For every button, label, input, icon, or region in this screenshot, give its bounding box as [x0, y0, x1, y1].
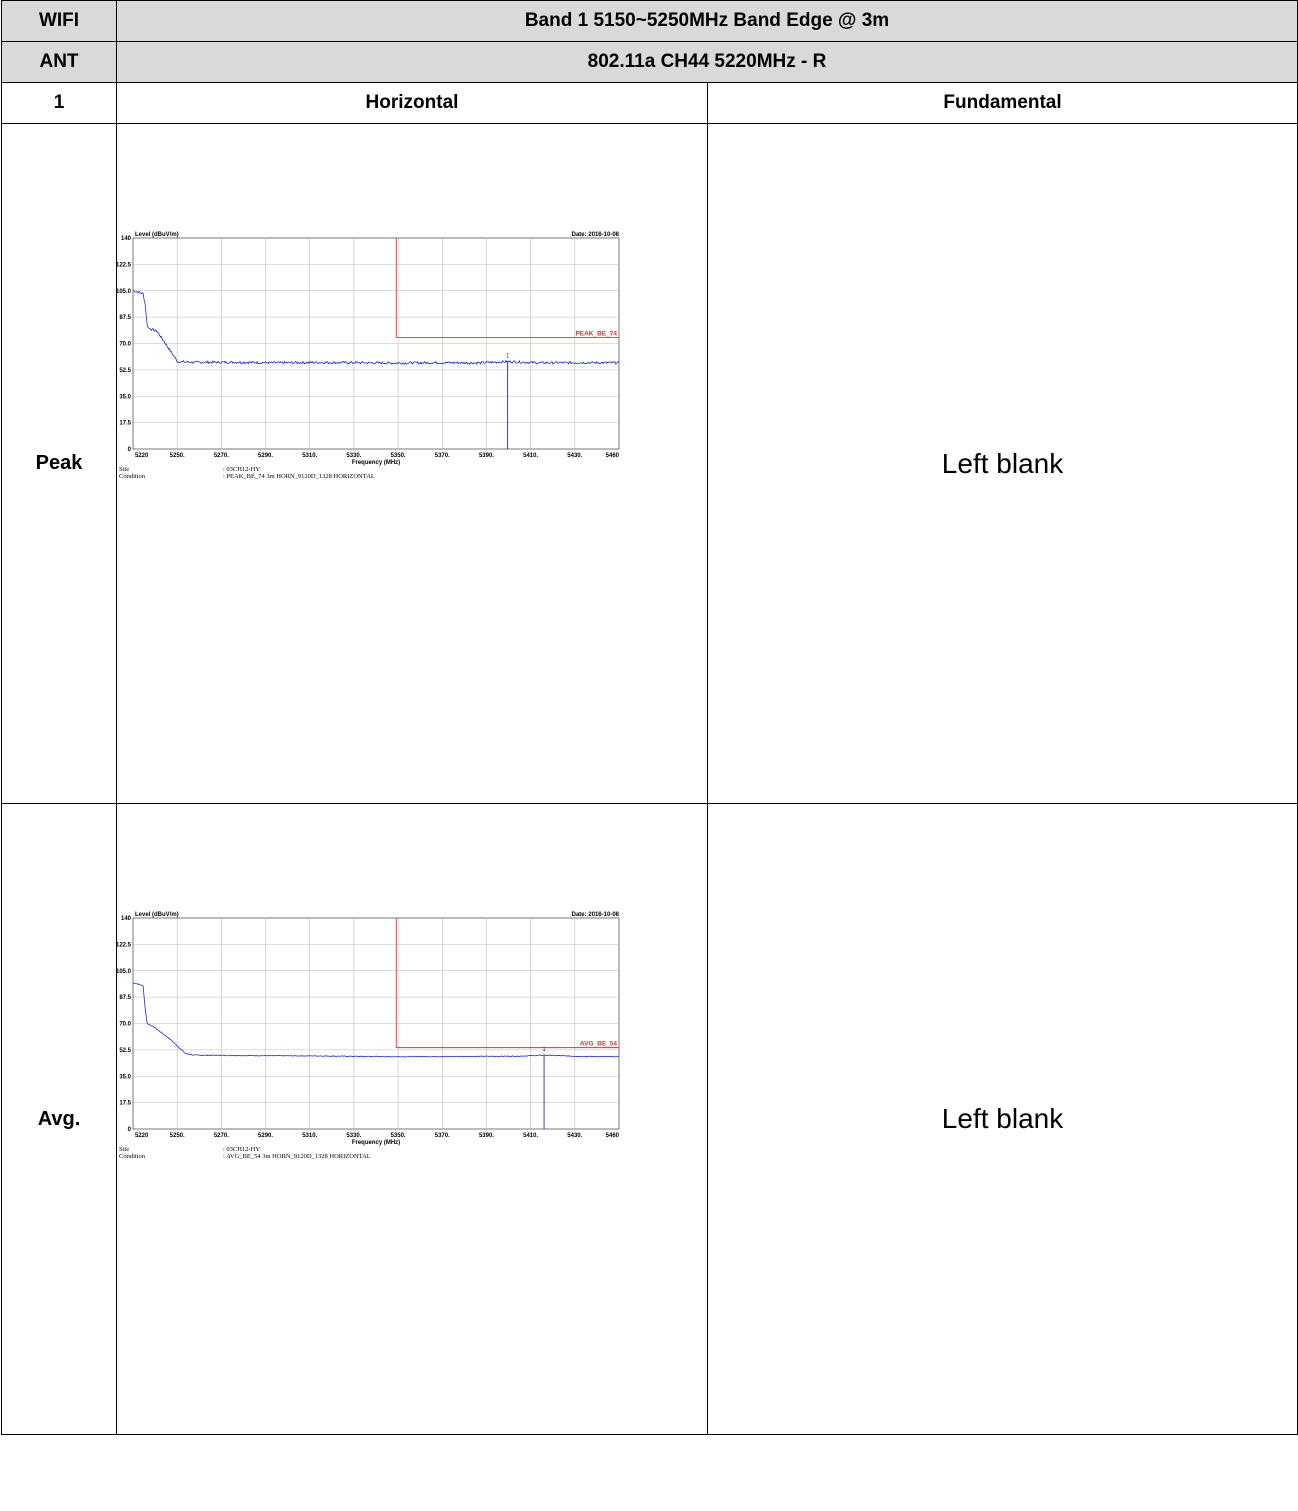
y-tick-label: 140: [121, 916, 132, 922]
limit-label: PEAK_BE_74: [575, 330, 617, 337]
y-tick-label: 140: [121, 236, 132, 242]
avg-label: Avg.: [1, 803, 117, 1435]
y-tick-label: 122.5: [117, 262, 132, 268]
measurement-trace: [132, 982, 620, 1058]
x-axis-label: Frequency (MHz): [352, 460, 400, 466]
x-tick-label: 5430.: [567, 1133, 582, 1139]
condition-label: Condition: [119, 473, 146, 480]
peak-right-cell: Left blank: [706, 123, 1298, 804]
limit-label: AVG_BE_54: [580, 1041, 617, 1048]
date-label: Date: 2016-10-08: [572, 232, 620, 238]
x-axis-label: Frequency (MHz): [352, 1140, 400, 1146]
y-tick-label: 105.0: [117, 969, 132, 975]
y-tick-label: 52.5: [119, 1048, 131, 1054]
x-tick-label: 5290.: [258, 1133, 273, 1139]
x-tick-label: 5460: [606, 1133, 620, 1139]
x-tick-label: 5370.: [435, 1133, 450, 1139]
x-tick-label: 5290.: [258, 453, 273, 459]
y-axis-label: Level (dBuV/m): [135, 232, 179, 238]
antenna-number: 1: [1, 82, 117, 124]
avg-row: Avg. 5220 5250. 5270. 5290. 5310. 5330. 5350. 5…: [1, 803, 1298, 1435]
x-tick-label: 5250.: [170, 1133, 185, 1139]
peak-row: Peak 5220 5250. 5270. 5290. 5310. 5330. 5350. 5…: [1, 123, 1298, 804]
x-tick-label: 5350.: [391, 1133, 406, 1139]
chart-meta: Site : 03CH12-HY Condition : AVG_BE_54 3m H…: [119, 1146, 371, 1160]
x-tick-label: 5250.: [170, 453, 185, 459]
x-tick-label: 5220: [135, 1133, 149, 1139]
y-tick-label: 87.5: [119, 315, 131, 321]
y-tick-label: 35.0: [119, 394, 131, 400]
wifi-label: WIFI: [1, 0, 117, 42]
column-header-row: 1 Horizontal Fundamental: [1, 82, 1298, 124]
polarization-header: Horizontal: [116, 82, 708, 124]
date-label: Date: 2016-10-08: [572, 912, 620, 918]
fundamental-header: Fundamental: [706, 82, 1298, 124]
peak-label: Peak: [1, 123, 117, 804]
header-row: WIFI Band 1 5150~5250MHz Band Edge @ 3m: [1, 0, 1298, 42]
y-tick-label: 17.5: [119, 1101, 131, 1107]
site-label: Site: [119, 466, 129, 473]
marker-label: 1: [506, 354, 510, 360]
site-value: : 03CH12-HY: [223, 466, 260, 473]
x-tick-label: 5270.: [214, 1133, 229, 1139]
avg-right-cell: Left blank: [706, 803, 1298, 1435]
x-tick-label: 5220: [135, 453, 149, 459]
x-tick-label: 5410.: [523, 453, 538, 459]
y-tick-label: 70.0: [119, 1022, 131, 1028]
band-title: Band 1 5150~5250MHz Band Edge @ 3m: [115, 0, 1298, 42]
avg-chart: 5220 5250. 5270. 5290. 5310. 5330. 5350. 5370. 5…: [117, 912, 620, 1160]
x-tick-label: 5350.: [391, 453, 406, 459]
y-tick-label: 0: [128, 1127, 132, 1133]
band-edge-report-table: WIFI Band 1 5150~5250MHz Band Edge @ 3m …: [1, 0, 1298, 1435]
x-tick-label: 5310.: [302, 1133, 317, 1139]
x-tick-label: 5370.: [435, 453, 450, 459]
y-tick-label: 122.5: [117, 942, 132, 948]
y-tick-label: 0: [128, 447, 132, 453]
y-tick-label: 87.5: [119, 995, 131, 1001]
condition-value: : AVG_BE_54 3m HORN_9120D_1328 HORIZONTA…: [223, 1153, 371, 1160]
x-tick-label: 5390.: [479, 453, 494, 459]
y-axis-label: Level (dBuV/m): [135, 912, 179, 918]
x-tick-label: 5430.: [567, 453, 582, 459]
y-tick-label: 35.0: [119, 1074, 131, 1080]
ant-label: ANT: [1, 41, 117, 83]
mode-title: 802.11a CH44 5220MHz - R: [115, 41, 1298, 83]
marker-label: 1: [542, 1047, 546, 1053]
x-tick-label: 5330.: [346, 1133, 361, 1139]
y-tick-label: 17.5: [119, 421, 131, 427]
x-tick-label: 5460: [606, 453, 620, 459]
peak-chart: 5220 5250. 5270. 5290. 5310. 5330. 5350. 5370. 5…: [117, 232, 620, 480]
avg-plot-cell: 5220 5250. 5270. 5290. 5310. 5330. 5350. 5370. 5…: [116, 803, 708, 1435]
ant-row: ANT 802.11a CH44 5220MHz - R: [1, 41, 1298, 83]
measurement-trace: [132, 290, 620, 365]
site-value: : 03CH12-HY: [223, 1146, 260, 1153]
y-tick-label: 105.0: [117, 289, 132, 295]
x-tick-label: 5410.: [523, 1133, 538, 1139]
y-tick-label: 70.0: [119, 342, 131, 348]
x-tick-label: 5310.: [302, 453, 317, 459]
site-label: Site: [119, 1146, 129, 1153]
condition-label: Condition: [119, 1153, 146, 1160]
x-tick-label: 5330.: [346, 453, 361, 459]
condition-value: : PEAK_BE_74 3m HORN_9120D_1328 HORIZONT…: [223, 473, 375, 480]
y-tick-label: 52.5: [119, 368, 131, 374]
chart-meta: Site : 03CH12-HY Condition : PEAK_BE_74 3m …: [119, 466, 375, 480]
x-tick-label: 5270.: [214, 453, 229, 459]
peak-plot-cell: 5220 5250. 5270. 5290. 5310. 5330. 5350. 5370. 5…: [116, 123, 708, 804]
x-tick-label: 5390.: [479, 1133, 494, 1139]
